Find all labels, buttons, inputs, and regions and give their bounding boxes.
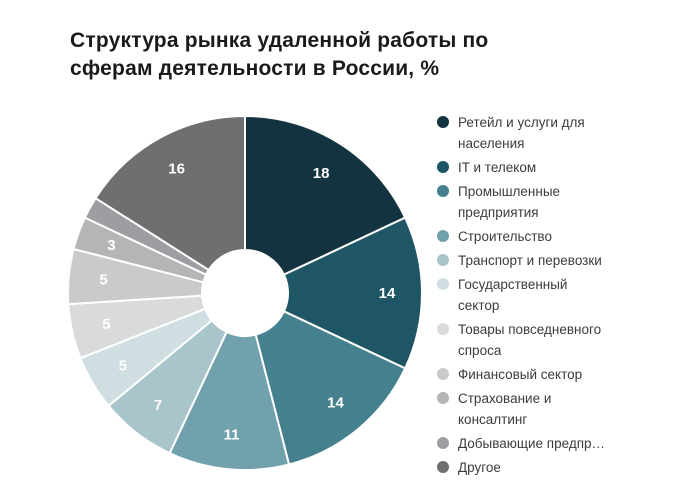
legend-item-4[interactable]: Строительство xyxy=(437,226,679,247)
legend-marker-icon xyxy=(437,461,449,473)
pie-slice-3[interactable] xyxy=(254,310,407,466)
legend-label: Другое xyxy=(458,460,501,475)
legend-item-7[interactable]: Товары повседневного спроса xyxy=(437,319,679,361)
pie-slice-2[interactable] xyxy=(282,216,423,370)
chart-title: Структура рынка удаленной работы по сфер… xyxy=(70,27,488,83)
legend-label: Строительство xyxy=(458,229,552,244)
chart-title-line-1: Структура рынка удаленной работы по xyxy=(70,29,489,52)
legend-item-11[interactable]: Другое xyxy=(437,457,679,478)
legend-marker-icon xyxy=(437,437,449,449)
legend-marker-icon xyxy=(437,323,449,335)
legend-marker-icon xyxy=(437,116,449,128)
legend-item-10[interactable]: Добывающие предпр… xyxy=(437,433,679,454)
legend-marker-icon xyxy=(437,278,449,290)
legend-item-8[interactable]: Финансовый сектор xyxy=(437,364,679,385)
pie-slice-4[interactable] xyxy=(168,330,291,471)
legend-item-1[interactable]: Ретейл и услуги для населения xyxy=(437,112,679,154)
pie-slice-11[interactable] xyxy=(94,115,246,271)
legend-label: Промышленные предприятия xyxy=(458,184,561,220)
legend-label: Финансовый сектор xyxy=(458,367,583,382)
legend: Ретейл и услуги для населения IT и телеком… xyxy=(437,112,679,481)
legend-item-9[interactable]: Страхование и консалтинг xyxy=(437,388,679,430)
legend-label: Товары повседневного спроса xyxy=(458,322,602,358)
chart-title-line-2: сферам деятельности в России, % xyxy=(70,57,440,80)
legend-item-2[interactable]: IT и телеком xyxy=(437,157,679,178)
legend-marker-icon xyxy=(437,185,449,197)
legend-item-6[interactable]: Государственный сектор xyxy=(437,274,679,316)
legend-marker-icon xyxy=(437,254,449,266)
legend-item-3[interactable]: Промышленные предприятия xyxy=(437,181,679,223)
legend-marker-icon xyxy=(437,368,449,380)
legend-marker-icon xyxy=(437,392,449,404)
legend-label: Государственный сектор xyxy=(458,277,568,313)
legend-label: IT и телеком xyxy=(458,160,537,175)
legend-label: Добывающие предпр… xyxy=(458,436,606,451)
legend-marker-icon xyxy=(437,230,449,242)
legend-label: Страхование и консалтинг xyxy=(458,391,552,427)
legend-label: Транспорт и перевозки xyxy=(458,253,602,268)
pie-slice-1[interactable] xyxy=(244,115,407,276)
legend-marker-icon xyxy=(437,161,449,173)
legend-label: Ретейл и услуги для населения xyxy=(458,115,585,151)
legend-item-5[interactable]: Транспорт и перевозки xyxy=(437,250,679,271)
